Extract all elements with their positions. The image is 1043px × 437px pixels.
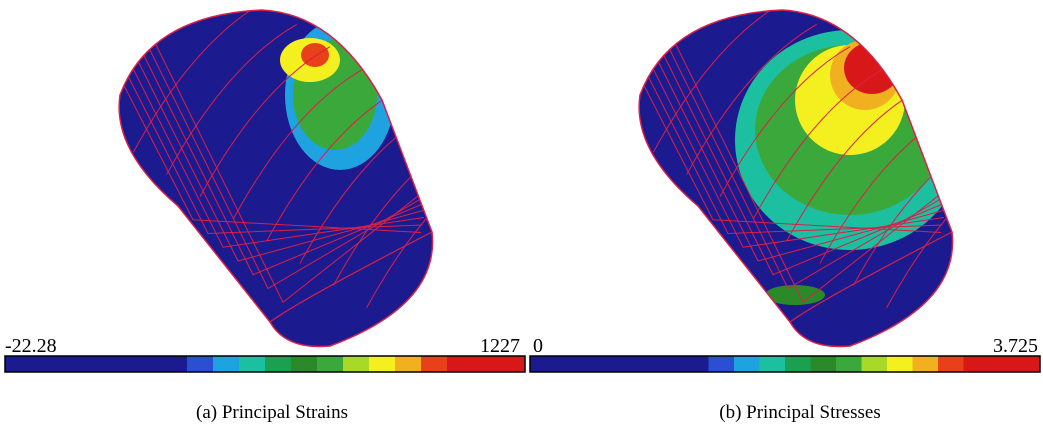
colorbar-segment (135, 356, 162, 372)
colorbar-segment (395, 356, 422, 372)
colorbar-segment (499, 356, 526, 372)
colorbar-max-label: 3.725 (993, 335, 1038, 357)
colorbar-segment (161, 356, 188, 372)
colorbar-segment (291, 356, 318, 372)
colorbar-segment (734, 356, 760, 372)
colorbar-segment (760, 356, 786, 372)
colorbar-segment (5, 356, 32, 372)
colorbar-segment (239, 356, 266, 372)
colorbar-segment (607, 356, 633, 372)
colorbar-segment (658, 356, 684, 372)
colorbar-segment (447, 356, 474, 372)
colorbar-segment (887, 356, 913, 372)
colorbar-segment (213, 356, 240, 372)
colorbar-segment (317, 356, 344, 372)
colorbar-segment (811, 356, 837, 372)
figure: -22.28 1227 (a) Principal Strains 0 3.72… (0, 0, 1043, 432)
colorbar-segment (57, 356, 84, 372)
colorbar-segment (265, 356, 292, 372)
colorbar-segment (938, 356, 964, 372)
colorbar-segment (530, 356, 556, 372)
caption: (a) Principal Strains (196, 402, 348, 423)
colorbar-segment (421, 356, 448, 372)
colorbar-segment (913, 356, 939, 372)
colorbar-segment (473, 356, 500, 372)
colorbar-min-label: 0 (533, 335, 543, 357)
colorbar-max-label: 1227 (480, 335, 520, 357)
colorbar-segment (785, 356, 811, 372)
colorbar-segment (989, 356, 1015, 372)
colorbar-segment (709, 356, 735, 372)
colorbar-segment (1015, 356, 1041, 372)
colorbar-segment (109, 356, 136, 372)
colorbar-segment (683, 356, 709, 372)
page: -22.28 1227 (a) Principal Strains 0 3.72… (0, 0, 1043, 432)
colorbar-segment (83, 356, 110, 372)
colorbar-segment (964, 356, 990, 372)
caption: (b) Principal Stresses (719, 402, 880, 423)
colorbar-segment (836, 356, 862, 372)
colorbar-min-label: -22.28 (5, 335, 57, 357)
colorbar-segment (862, 356, 888, 372)
colorbar-segment (187, 356, 214, 372)
colorbar-segment (31, 356, 58, 372)
colorbar-segment (581, 356, 607, 372)
colorbar-segment (632, 356, 658, 372)
colorbar-segment (556, 356, 582, 372)
colorbar-segment (343, 356, 370, 372)
colorbar-segment (369, 356, 396, 372)
